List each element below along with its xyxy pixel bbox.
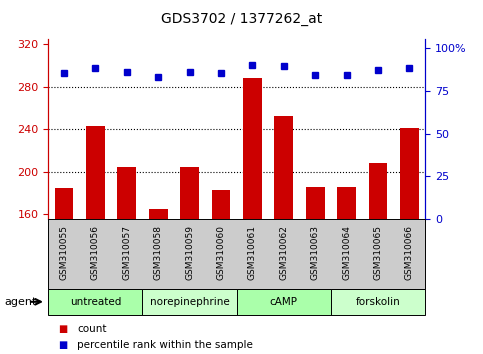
Text: GSM310057: GSM310057 <box>122 225 131 280</box>
Text: GSM310064: GSM310064 <box>342 225 351 280</box>
Bar <box>149 209 168 219</box>
Bar <box>243 78 262 219</box>
Text: untreated: untreated <box>70 297 121 307</box>
Text: GSM310058: GSM310058 <box>154 225 163 280</box>
Bar <box>212 190 230 219</box>
Text: GSM310055: GSM310055 <box>59 225 69 280</box>
Text: GSM310062: GSM310062 <box>279 225 288 280</box>
Text: GDS3702 / 1377262_at: GDS3702 / 1377262_at <box>161 12 322 27</box>
Bar <box>369 163 387 219</box>
Text: GSM310063: GSM310063 <box>311 225 320 280</box>
Bar <box>400 128 419 219</box>
Bar <box>55 188 73 219</box>
Text: cAMP: cAMP <box>270 297 298 307</box>
Text: ■: ■ <box>58 340 67 350</box>
Text: forskolin: forskolin <box>355 297 400 307</box>
Text: GSM310066: GSM310066 <box>405 225 414 280</box>
Text: count: count <box>77 324 107 334</box>
Text: norepinephrine: norepinephrine <box>150 297 229 307</box>
Bar <box>274 116 293 219</box>
Bar <box>117 167 136 219</box>
Bar <box>180 167 199 219</box>
Bar <box>306 187 325 219</box>
Text: percentile rank within the sample: percentile rank within the sample <box>77 340 253 350</box>
Text: GSM310065: GSM310065 <box>373 225 383 280</box>
Text: GSM310060: GSM310060 <box>216 225 226 280</box>
Text: agent: agent <box>5 297 37 307</box>
Text: GSM310056: GSM310056 <box>91 225 100 280</box>
Text: GSM310061: GSM310061 <box>248 225 257 280</box>
Text: GSM310059: GSM310059 <box>185 225 194 280</box>
Bar <box>86 126 105 219</box>
Text: ■: ■ <box>58 324 67 334</box>
Bar <box>337 187 356 219</box>
